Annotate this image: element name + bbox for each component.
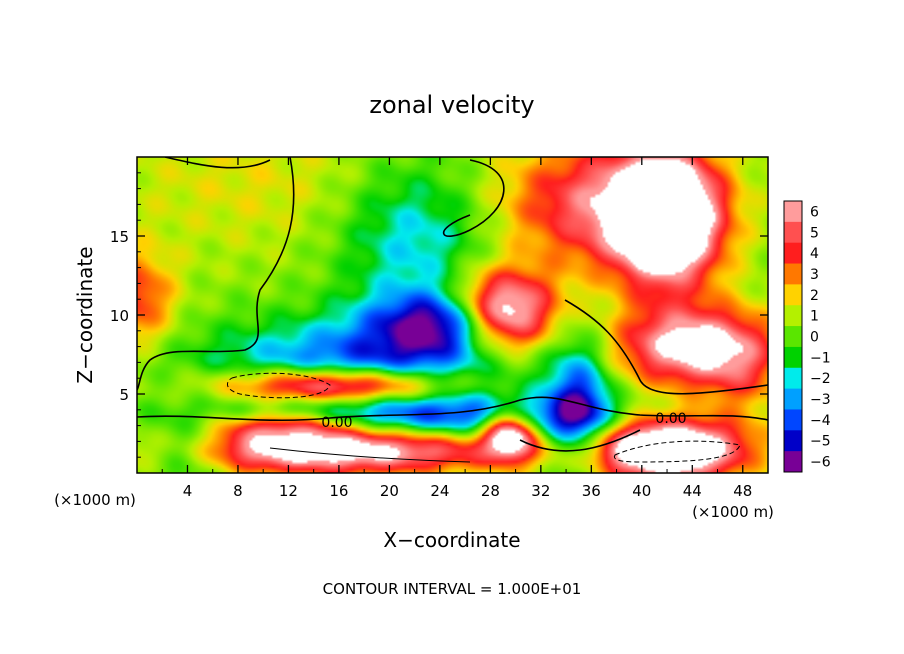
x-tick-label: 16 bbox=[329, 482, 348, 500]
colorbar-frame bbox=[783, 200, 803, 473]
colorbar-label: 5 bbox=[810, 225, 819, 241]
x-tick-label: 40 bbox=[632, 482, 651, 500]
colorbar: 6 5 4 3 2 1 0 −1 −2 −3 −4 −5 −6 bbox=[783, 200, 831, 473]
colorbar-label: 3 bbox=[810, 267, 819, 283]
contour-line bbox=[442, 159, 505, 238]
contour-line bbox=[564, 299, 768, 395]
contour-interval-note: CONTOUR INTERVAL = 1.000E+01 bbox=[323, 580, 582, 598]
colorbar-label: 1 bbox=[810, 309, 819, 325]
x-axis-label: X−coordinate bbox=[383, 528, 520, 552]
colorbar-swatch bbox=[784, 242, 802, 265]
x-axis: 4 8 12 16 20 24 28 32 36 40 44 48 bbox=[161, 157, 752, 500]
colorbar-swatch bbox=[784, 305, 802, 327]
x-tick-label: 36 bbox=[582, 482, 601, 500]
colorbar-label: −6 bbox=[810, 455, 831, 471]
x-tick-label: 8 bbox=[233, 482, 243, 500]
y-axis-label: Z−coordinate bbox=[73, 246, 97, 383]
colorbar-label: 0 bbox=[810, 330, 819, 346]
zero-contours bbox=[137, 157, 768, 452]
contour-line bbox=[137, 157, 295, 391]
x-axis-unit: (×1000 m) bbox=[692, 503, 774, 521]
colorbar-swatch bbox=[784, 284, 802, 306]
colorbar-label: −1 bbox=[810, 350, 831, 366]
thin-contour bbox=[269, 447, 471, 463]
colorbar-swatch bbox=[784, 367, 802, 390]
x-tick-label: 44 bbox=[683, 482, 702, 500]
x-origin-unit: (×1000 m) bbox=[54, 491, 136, 509]
x-tick-label: 24 bbox=[430, 482, 449, 500]
x-tick-label: 20 bbox=[380, 482, 399, 500]
contour-label: 0.00 bbox=[321, 415, 352, 431]
y-tick-label: 5 bbox=[119, 386, 129, 404]
colorbar-label: 2 bbox=[810, 288, 819, 304]
colorbar-swatch bbox=[784, 409, 802, 431]
x-tick-label: 4 bbox=[183, 482, 193, 500]
x-tick-label: 28 bbox=[481, 482, 500, 500]
colorbar-swatch bbox=[784, 326, 802, 348]
colorbar-label: 6 bbox=[810, 204, 819, 220]
colorbar-label: −3 bbox=[810, 392, 831, 408]
colorbar-swatch bbox=[784, 221, 802, 244]
colorbar-swatch bbox=[784, 263, 802, 285]
x-tick-label: 32 bbox=[531, 482, 550, 500]
colorbar-label: −5 bbox=[810, 434, 831, 450]
colorbar-label: −4 bbox=[810, 413, 831, 429]
x-tick-label: 12 bbox=[279, 482, 298, 500]
chart-title: zonal velocity bbox=[369, 91, 534, 119]
colorbar-label: 4 bbox=[810, 246, 819, 262]
colorbar-swatch bbox=[784, 451, 802, 473]
contour-line bbox=[137, 396, 768, 422]
y-tick-label: 10 bbox=[110, 307, 129, 325]
y-axis: 5 10 15 bbox=[110, 172, 768, 458]
colorbar-swatch bbox=[784, 388, 802, 410]
colorbar-swatch bbox=[784, 201, 802, 223]
velocity-field bbox=[137, 157, 768, 473]
y-tick-label: 15 bbox=[110, 228, 129, 246]
contour-line bbox=[519, 429, 641, 452]
x-tick-label: 48 bbox=[733, 482, 752, 500]
colorbar-swatch bbox=[784, 346, 802, 369]
negative-contours bbox=[227, 372, 741, 463]
colorbar-label: −2 bbox=[810, 371, 831, 387]
dashed-contour bbox=[613, 440, 741, 463]
contour-label: 0.00 bbox=[655, 411, 686, 427]
colorbar-swatch bbox=[784, 430, 802, 452]
